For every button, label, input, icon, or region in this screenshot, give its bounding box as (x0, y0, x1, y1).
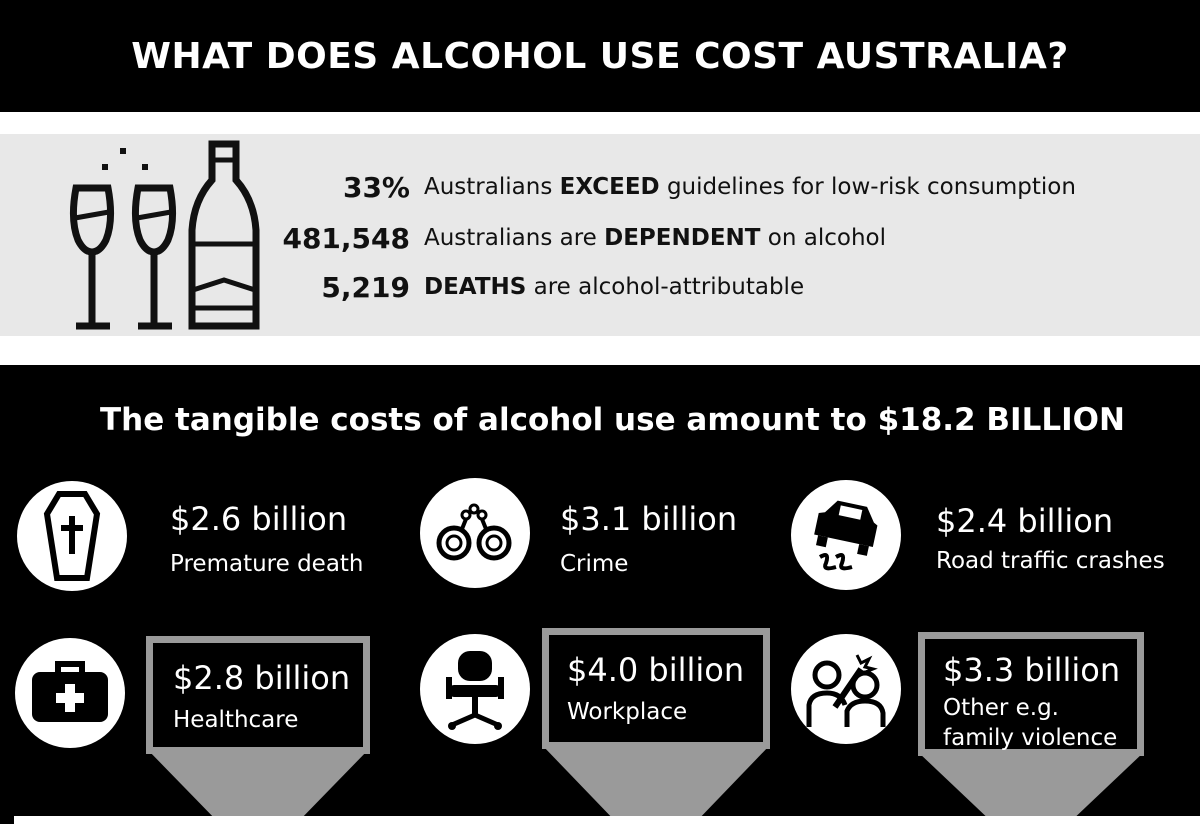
stat-row-deaths: 5,219 DEATHS are alcohol-attributable (270, 267, 804, 307)
stat-value: 481,548 (282, 221, 410, 255)
violence-icon (791, 634, 901, 744)
cost-label-healthcare: Healthcare (173, 707, 299, 733)
stat-text: DEATHS are alcohol-attributable (424, 274, 805, 300)
title-bar: WHAT DOES ALCOHOL USE COST AUSTRALIA? (0, 0, 1200, 112)
cost-amount-healthcare: $2.8 billion (173, 659, 351, 697)
cost-label-other: Other e.g. family violence (943, 693, 1137, 753)
cost-amount-premature-death: $2.6 billion (170, 500, 348, 538)
stats-panel (0, 134, 1200, 336)
cost-amount-workplace: $4.0 billion (567, 651, 745, 689)
stat-value: 33% (342, 170, 410, 204)
stat-row-dependent: 481,548 Australians are DEPENDENT on alc… (270, 218, 886, 258)
cost-label-other-line2: family violence (943, 725, 1118, 751)
handcuffs-icon (420, 478, 530, 588)
coffin-icon (17, 481, 127, 591)
office-chair-icon (420, 634, 530, 744)
funnel-healthcare (146, 748, 370, 824)
cost-label-premature-death: Premature death (170, 551, 364, 577)
cost-label-workplace: Workplace (567, 699, 688, 725)
costs-headline: The tangible costs of alcohol use amount… (100, 402, 1125, 438)
funnel-other (918, 752, 1144, 824)
funnel-workplace (542, 745, 770, 824)
page-title: WHAT DOES ALCOHOL USE COST AUSTRALIA? (131, 35, 1069, 77)
cost-label-road: Road traffic crashes (936, 548, 1165, 574)
cost-label-other-line1: Other e.g. (943, 695, 1059, 721)
stat-text: Australians EXCEED guidelines for low-ri… (424, 174, 1076, 200)
glasses-bottle-icon (69, 140, 260, 330)
stat-value: 5,219 (321, 270, 410, 304)
stat-text: Australians are DEPENDENT on alcohol (424, 225, 887, 251)
cost-amount-crime: $3.1 billion (560, 500, 738, 538)
cost-box-workplace: $4.0 billion Workplace (542, 628, 770, 749)
cost-box-healthcare: $2.8 billion Healthcare (146, 636, 370, 754)
cost-amount-other: $3.3 billion (943, 651, 1121, 689)
bottom-strip (14, 816, 1200, 824)
cost-box-other: $3.3 billion Other e.g. family violence (918, 632, 1144, 756)
first-aid-kit-icon (15, 638, 125, 748)
stat-row-exceed: 33% Australians EXCEED guidelines for lo… (270, 167, 1076, 207)
skidding-car-icon (791, 480, 901, 590)
cost-label-crime: Crime (560, 551, 629, 577)
cost-amount-road: $2.4 billion (936, 502, 1114, 540)
